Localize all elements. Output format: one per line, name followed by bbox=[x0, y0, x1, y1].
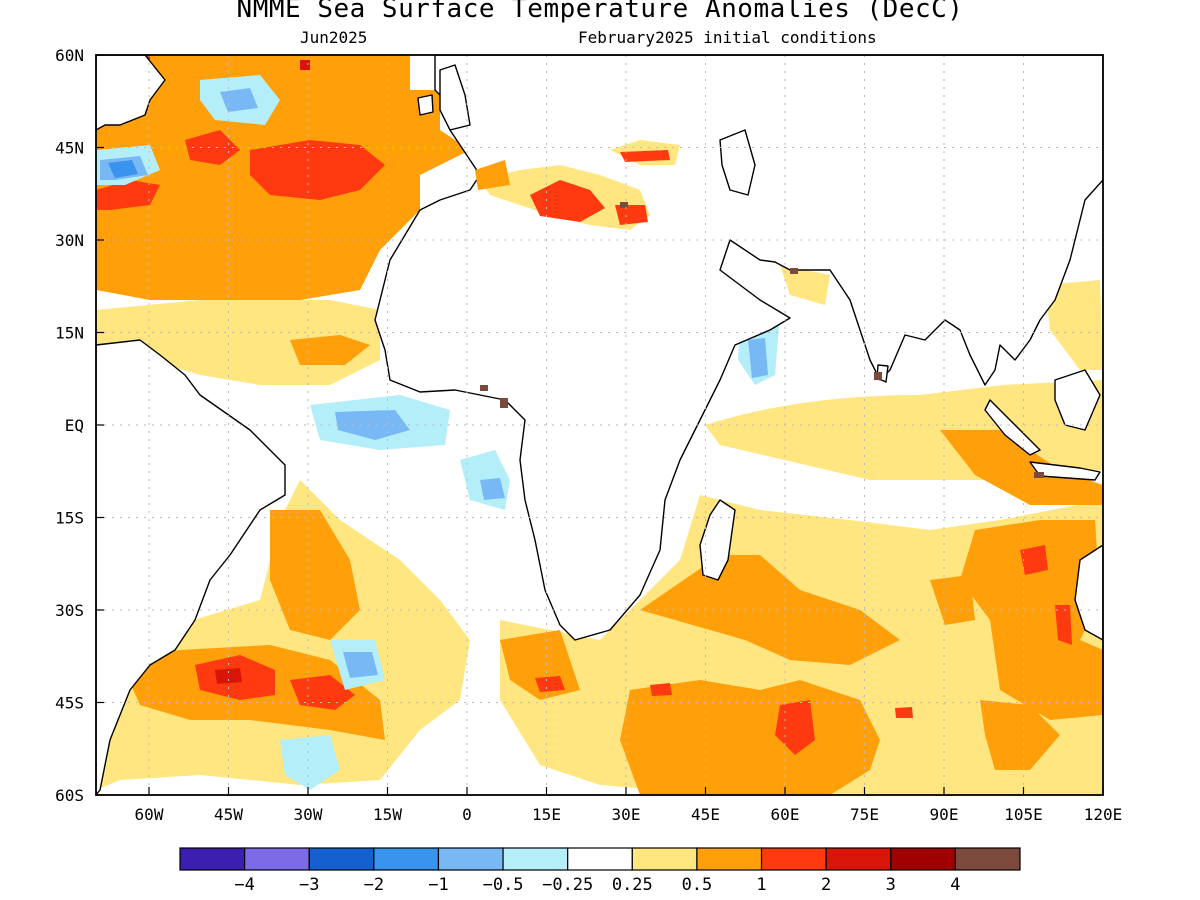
y-tick-label: 15N bbox=[55, 324, 84, 343]
colorbar-label: −0.5 bbox=[483, 875, 524, 895]
anomaly-contour-2-mediterranean bbox=[530, 150, 670, 225]
y-tick-label: 15S bbox=[55, 509, 84, 528]
x-tick-label: 120E bbox=[1084, 805, 1123, 824]
colorbar-label: −2 bbox=[364, 875, 384, 895]
x-tick-label: 60W bbox=[135, 805, 164, 824]
x-tick-label: 15W bbox=[373, 805, 402, 824]
x-tick-label: 0 bbox=[462, 805, 472, 824]
map-title: NMME Sea Surface Temperature Anomalies (… bbox=[236, 0, 964, 24]
longitude-axis: 60W 45W 30W 15W 0 15E 30E 45E 60E 75E 90E 105E 120E bbox=[135, 787, 1123, 824]
x-tick-label: 75E bbox=[850, 805, 879, 824]
colorbar-swatch bbox=[696, 847, 763, 871]
colorbar: −4 −3 −2 −1 −0.5 −0.25 0.25 0.5 1 2 3 4 bbox=[179, 847, 1021, 895]
colorbar-label: 4 bbox=[950, 875, 960, 895]
colorbar-label: −0.25 bbox=[542, 875, 593, 895]
colorbar-label: 2 bbox=[821, 875, 831, 895]
colorbar-swatch bbox=[760, 847, 827, 871]
colorbar-label: 3 bbox=[886, 875, 896, 895]
colorbar-swatch bbox=[954, 847, 1021, 871]
anomaly-contour-1-mediterranean bbox=[475, 160, 510, 190]
y-tick-label: 30N bbox=[55, 231, 84, 250]
anomaly-contour-4 bbox=[480, 202, 1044, 478]
colorbar-label: 0.5 bbox=[682, 875, 713, 895]
colorbar-swatch bbox=[825, 847, 892, 871]
colorbar-swatch bbox=[567, 847, 633, 871]
anomaly-field bbox=[96, 55, 1103, 795]
valid-month-label: Jun2025 bbox=[300, 28, 368, 47]
colorbar-swatch bbox=[179, 847, 246, 871]
y-tick-label: EQ bbox=[65, 416, 84, 435]
y-tick-label: 30S bbox=[55, 601, 84, 620]
x-tick-label: 45E bbox=[691, 805, 720, 824]
colorbar-label: −1 bbox=[428, 875, 448, 895]
x-tick-label: 30E bbox=[612, 805, 641, 824]
colorbar-swatch bbox=[631, 847, 698, 871]
x-tick-label: 45W bbox=[214, 805, 243, 824]
colorbar-swatch bbox=[373, 847, 440, 871]
anomaly-contour-neg-1 bbox=[108, 160, 138, 178]
latitude-axis: 60N 45N 30N 15N EQ 15S 30S 45S 60S bbox=[55, 46, 104, 805]
y-tick-label: 60S bbox=[55, 786, 84, 805]
y-tick-label: 45N bbox=[55, 139, 84, 158]
y-tick-label: 45S bbox=[55, 694, 84, 713]
x-tick-label: 105E bbox=[1004, 805, 1043, 824]
x-tick-label: 90E bbox=[930, 805, 959, 824]
x-tick-label: 15E bbox=[532, 805, 561, 824]
colorbar-swatch bbox=[244, 847, 310, 871]
initial-conditions-label: February2025 initial conditions bbox=[578, 28, 877, 47]
x-tick-label: 30W bbox=[294, 805, 323, 824]
colorbar-label: 1 bbox=[756, 875, 766, 895]
y-tick-label: 60N bbox=[55, 46, 84, 65]
map-grid bbox=[96, 55, 1103, 795]
x-tick-label: 60E bbox=[771, 805, 800, 824]
colorbar-label: 0.25 bbox=[612, 875, 653, 895]
colorbar-swatch bbox=[502, 847, 569, 871]
colorbar-label: −3 bbox=[299, 875, 319, 895]
colorbar-swatch bbox=[890, 847, 956, 871]
colorbar-swatch bbox=[308, 847, 375, 871]
colorbar-swatch bbox=[437, 847, 504, 871]
colorbar-label: −4 bbox=[234, 875, 254, 895]
